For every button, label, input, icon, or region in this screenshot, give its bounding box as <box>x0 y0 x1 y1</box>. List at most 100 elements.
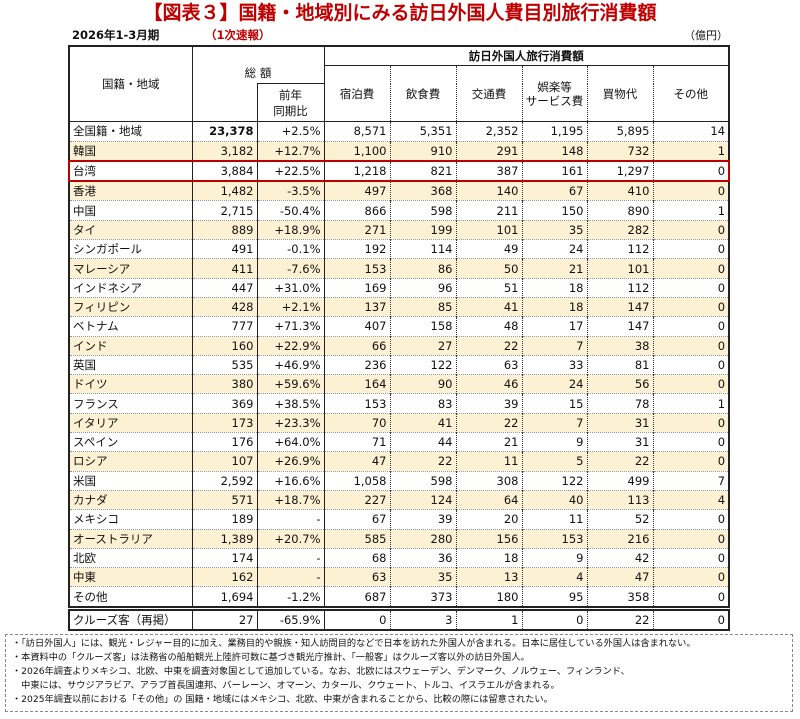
value-cell: 4 <box>653 489 730 510</box>
value-cell: 36 <box>390 547 457 568</box>
value-cell: 687 <box>324 586 391 607</box>
value-cell: 18 <box>456 547 523 568</box>
value-cell: 598 <box>390 200 457 221</box>
value-cell: 5,351 <box>390 121 457 142</box>
value-cell: 1,195 <box>522 121 588 142</box>
value-cell: 153 <box>324 393 391 414</box>
value-cell: 50 <box>456 258 523 279</box>
value-cell: +18.7% <box>257 489 325 510</box>
value-cell: 140 <box>456 180 523 201</box>
value-cell: 22 <box>587 610 654 631</box>
value-cell: 41 <box>456 296 523 317</box>
value-cell: 101 <box>456 219 523 240</box>
value-cell: 3 <box>390 610 457 631</box>
value-cell: 0 <box>522 610 588 631</box>
value-cell: 373 <box>390 586 457 607</box>
value-cell: +12.7% <box>257 140 325 161</box>
value-cell: 18 <box>522 296 588 317</box>
value-cell: 571 <box>192 489 258 510</box>
value-cell: 3,182 <box>192 140 258 161</box>
value-cell: 3,884 <box>192 159 258 183</box>
value-cell: 0 <box>653 509 730 530</box>
value-cell: 0 <box>653 159 731 183</box>
table-row: フィリピン 428 +2.1% 137 85 41 18 147 0 <box>69 296 730 317</box>
value-cell: 428 <box>192 296 258 317</box>
value-cell: 78 <box>587 393 654 414</box>
value-cell: 598 <box>390 470 457 491</box>
table-row: その他 1,694 -1.2% 687 373 180 95 358 0 <box>69 586 730 607</box>
value-cell: 23,378 <box>192 121 258 142</box>
value-cell: 5 <box>522 451 588 472</box>
value-cell: 491 <box>192 239 258 259</box>
spending-table: 国籍・地域 総 額 訪日外国人旅行消費額 宿泊費 飲食費 交通費 娯楽等 サービ… <box>68 45 731 608</box>
region-cell: 中東 <box>69 567 193 587</box>
region-cell: スペイン <box>69 432 193 452</box>
value-cell: 21 <box>456 432 523 452</box>
region-cell: 台湾 <box>68 159 193 183</box>
table-row: クルーズ客（再掲） 27 -65.9% 0 3 1 0 22 0 <box>69 610 729 631</box>
value-cell: 169 <box>324 277 391 298</box>
value-cell: 308 <box>456 470 523 491</box>
value-cell: +31.0% <box>257 277 325 298</box>
value-cell: +22.9% <box>257 335 325 356</box>
value-cell: 0 <box>653 258 730 279</box>
table-row: ロシア 107 +26.9% 47 22 11 5 22 0 <box>69 451 730 472</box>
value-cell: 81 <box>587 354 654 375</box>
value-cell: 47 <box>324 451 391 472</box>
value-cell: 0 <box>653 528 730 549</box>
region-cell: ベトナム <box>69 316 193 337</box>
region-cell: 北欧 <box>69 547 193 568</box>
value-cell: 585 <box>324 528 391 549</box>
value-cell: 5,895 <box>587 121 654 142</box>
value-cell: 42 <box>587 547 654 568</box>
period-label: 2026年1-3月期 <box>72 28 160 42</box>
value-cell: 0 <box>653 547 730 568</box>
value-cell: 4 <box>522 567 588 587</box>
value-cell: 27 <box>390 335 457 356</box>
value-cell: 0 <box>653 296 730 317</box>
value-cell: 63 <box>324 567 391 587</box>
table-row: フランス 369 +38.5% 153 83 39 15 78 1 <box>69 393 730 414</box>
region-cell: メキシコ <box>69 509 193 530</box>
table-row: 英国 535 +46.9% 236 122 63 33 81 0 <box>69 354 730 375</box>
value-cell: 0 <box>653 219 730 240</box>
value-cell: 732 <box>587 140 654 161</box>
value-cell: 85 <box>390 296 457 317</box>
region-cell: インド <box>69 335 193 356</box>
value-cell: 48 <box>456 316 523 337</box>
value-cell: 68 <box>324 547 391 568</box>
table-row: 香港 1,482 -3.5% 497 368 140 67 410 0 <box>69 180 730 201</box>
value-cell: +16.6% <box>257 470 325 491</box>
value-cell: 11 <box>522 509 588 530</box>
value-cell: 1,100 <box>324 140 391 161</box>
value-cell: 122 <box>390 354 457 375</box>
value-cell: 0 <box>653 567 730 587</box>
value-cell: 0 <box>653 316 730 337</box>
value-cell: 90 <box>390 374 457 394</box>
value-cell: 35 <box>522 219 588 240</box>
value-cell: 147 <box>587 316 654 337</box>
value-cell: 535 <box>192 354 258 375</box>
table-row: 全国籍・地域 23,378 +2.5% 8,571 5,351 2,352 1,195 5,8… <box>69 121 730 142</box>
header-shopping: 買物代 <box>587 65 654 123</box>
value-cell: 113 <box>587 489 654 510</box>
value-cell: 227 <box>324 489 391 510</box>
value-cell: +71.3% <box>257 316 325 337</box>
value-cell: 1 <box>653 200 730 221</box>
header-total: 総 額 <box>192 46 325 84</box>
value-cell: 95 <box>522 586 588 607</box>
value-cell: 0 <box>653 277 730 298</box>
region-cell: 英国 <box>69 354 193 375</box>
value-cell: 86 <box>390 258 457 279</box>
value-cell: 358 <box>587 586 654 607</box>
value-cell: +38.5% <box>257 393 325 414</box>
value-cell: +59.6% <box>257 374 325 394</box>
value-cell: 380 <box>192 374 258 394</box>
value-cell: 46 <box>456 374 523 394</box>
value-cell: 148 <box>522 140 588 161</box>
value-cell: 13 <box>456 567 523 587</box>
value-cell: 0 <box>653 180 730 201</box>
value-cell: 0 <box>653 374 730 394</box>
region-cell: オーストラリア <box>69 528 193 549</box>
table-row: 韓国 3,182 +12.7% 1,100 910 291 148 732 1 <box>69 140 730 161</box>
